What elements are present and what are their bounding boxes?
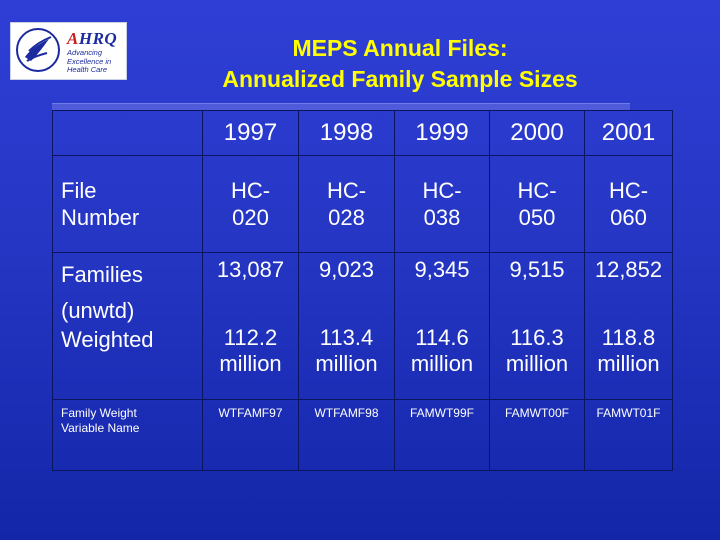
corner-cell (52, 110, 203, 156)
ahrq-wordmark-rest: HRQ (78, 29, 118, 48)
families-unweighted-value: 13,087 (216, 257, 285, 282)
year-header-row: 1997 1998 1999 2000 2001 (52, 110, 673, 156)
ahrq-wordmark: AHRQ (67, 29, 118, 48)
families-label: Families (61, 262, 143, 287)
weighted-value: 112.2 (223, 325, 278, 350)
file-number-cell: HC- 038 (394, 155, 490, 253)
families-unweighted-value: 12,852 (594, 257, 663, 282)
weighted-unit: million (597, 351, 660, 376)
year-cell: 1998 (298, 110, 395, 156)
weighted-value: 118.8 (601, 325, 656, 350)
families-weighted-row: Families (unwtd) Weighted 13,087 112.2 mil… (52, 252, 673, 400)
families-unweighted-value: 9,515 (509, 257, 565, 282)
weighted-unit: million (505, 351, 569, 376)
families-unweighted-value: 9,023 (318, 257, 375, 282)
year-cell: 1999 (394, 110, 490, 156)
file-number-row: File Number HC- 020 HC- 028 HC- 038 HC- 050 … (52, 155, 673, 253)
weight-variable-cell: FAMWT99F (394, 399, 490, 471)
year-cell: 1997 (202, 110, 299, 156)
sample-size-table: 1997 1998 1999 2000 2001 File Number HC-… (52, 110, 673, 471)
weight-variable-label: Family Weight Variable Name (52, 399, 203, 471)
weight-variable-cell: WTFAMF97 (202, 399, 299, 471)
families-cell: 12,852 118.8 million (584, 252, 673, 400)
file-number-cell: HC- 050 (489, 155, 585, 253)
families-cell: 13,087 112.2 million (202, 252, 299, 400)
hhs-eagle-icon (16, 28, 60, 72)
file-number-cell: HC- 060 (584, 155, 673, 253)
weighted-label: Weighted (61, 327, 154, 352)
families-cell: 9,515 116.3 million (489, 252, 585, 400)
weight-variable-row: Family Weight Variable Name WTFAMF97 WTF… (52, 399, 673, 471)
weight-variable-cell: FAMWT00F (489, 399, 585, 471)
families-cell: 9,023 113.4 million (298, 252, 395, 400)
weighted-value: 113.4 (319, 325, 374, 350)
weighted-value: 114.6 (415, 325, 469, 350)
families-unweighted-value: 9,345 (414, 257, 470, 282)
weighted-unit: million (410, 351, 474, 376)
title-line-2: Annualized Family Sample Sizes (222, 66, 578, 92)
families-cell: 9,345 114.6 million (394, 252, 490, 400)
file-number-label: File Number (52, 155, 203, 253)
file-number-cell: HC- 020 (202, 155, 299, 253)
year-cell: 2001 (584, 110, 673, 156)
ahrq-tagline: Advancing Excellence in Health Care (67, 48, 112, 74)
year-cell: 2000 (489, 110, 585, 156)
weight-variable-cell: FAMWT01F (584, 399, 673, 471)
weighted-value: 116.3 (510, 325, 564, 350)
title-line-1: MEPS Annual Files: (292, 35, 508, 61)
weight-variable-cell: WTFAMF98 (298, 399, 395, 471)
families-weighted-label: Families (unwtd) Weighted (52, 252, 203, 400)
file-number-cell: HC- 028 (298, 155, 395, 253)
slide-title: MEPS Annual Files: Annualized Family Sam… (150, 33, 650, 95)
ahrq-logo: AHRQ Advancing Excellence in Health Care (10, 22, 127, 80)
weighted-unit: million (315, 351, 378, 376)
weighted-unit: million (219, 351, 282, 376)
unweighted-label: (unwtd) (61, 298, 135, 323)
